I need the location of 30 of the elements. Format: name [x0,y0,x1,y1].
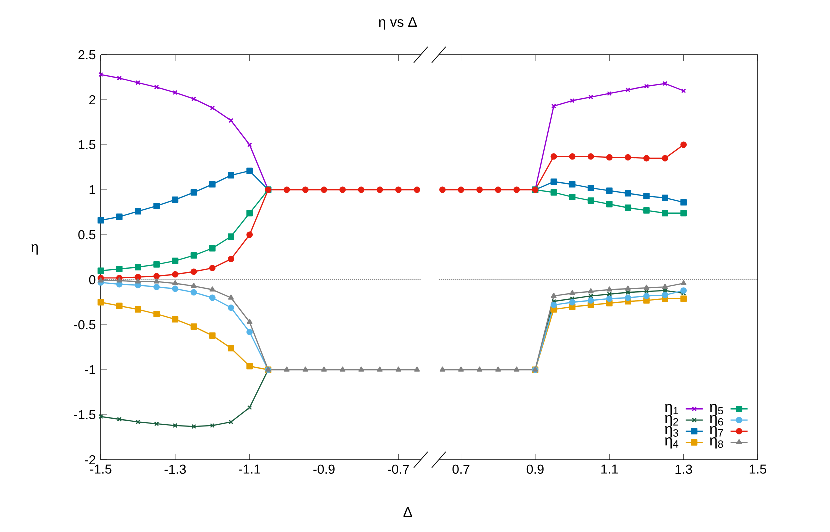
x-tick-label: 0.9 [526,464,544,474]
legend-label: η$_{7}$ [710,426,724,438]
x-tick-label: -0.7 [388,464,410,474]
y-tick-label: -1.5 [74,410,96,420]
y-tick-label: 2.5 [78,50,96,60]
x-tick-label: -0.9 [314,464,335,474]
legend-label: η$_{2}$ [665,415,678,426]
chart-title: η vs Δ [379,17,418,30]
legend-label: η$_{6}$ [710,415,724,426]
y-tick-label: -2 [85,455,96,465]
y-axis-title: η [32,244,38,255]
y-tick-label: 0.5 [78,230,96,240]
legend-label: η$_{3}$ [665,426,678,438]
x-tick-label: 0.7 [452,464,470,474]
y-tick-label: 1.5 [79,140,96,150]
legend-label: η$_{8}$ [710,438,724,449]
y-tick-label: -1 [85,366,96,374]
legend-label: η$_{1}$ [665,404,678,416]
legend-label: η$_{4}$ [665,438,679,449]
y-tick-label: -0.5 [74,320,96,330]
x-tick-label: -1.1 [239,464,260,474]
x-tick-label: 1.5 [750,464,766,474]
y-tick-label: 1 [90,186,96,194]
y-tick-label: 0 [89,275,96,285]
x-axis-title: Δ [404,507,412,517]
y-tick-label: 2 [90,95,96,105]
x-tick-label: -1.3 [164,464,186,474]
legend-label: η$_{5}$ [710,404,724,416]
x-tick-label: 1.1 [602,464,618,474]
x-tick-label: 1.3 [676,464,692,474]
